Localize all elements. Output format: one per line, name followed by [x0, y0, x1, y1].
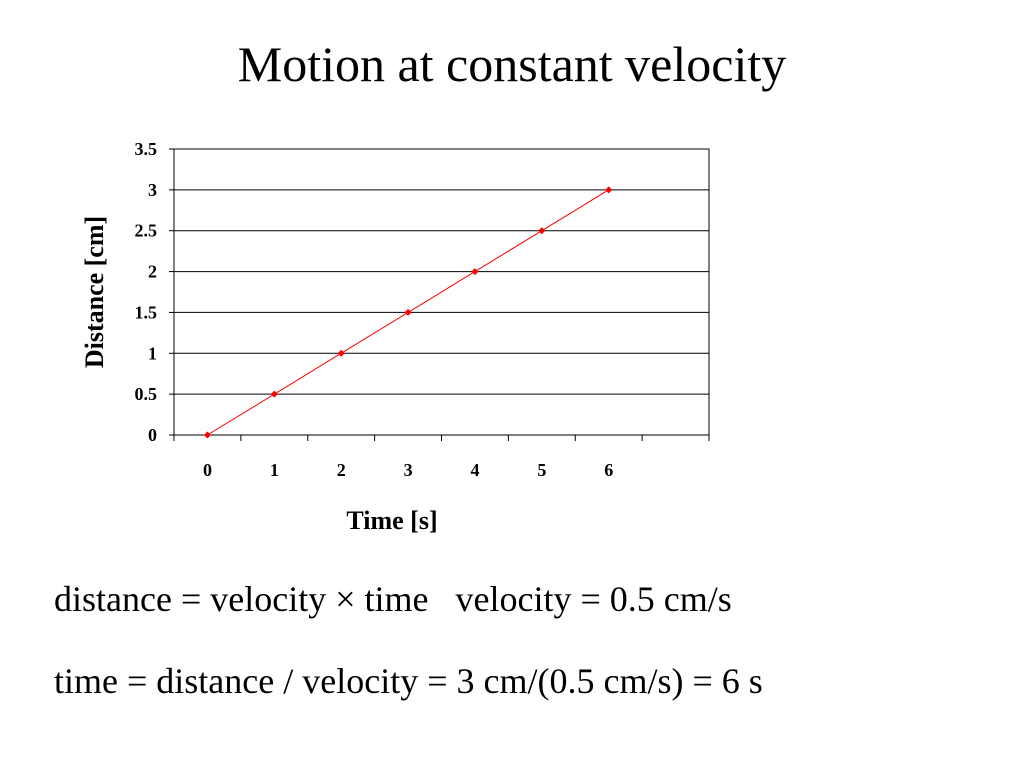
velocity-note: velocity = 0.5 cm/s	[455, 579, 732, 619]
y-axis-title: Distance [cm]	[80, 216, 109, 368]
y-tick-label: 0.5	[135, 384, 158, 404]
y-tick-label: 2.5	[135, 221, 158, 241]
tick-labels: 0 0.5 1 1.5 2 2.5 3 3.5 0 1 2 3 4 5 6	[135, 139, 614, 480]
y-tick-label: 3.5	[135, 139, 158, 159]
chart-svg: 0 0.5 1 1.5 2 2.5 3 3.5 0 1 2 3 4 5 6 Time [s] Distanc…	[80, 139, 710, 535]
x-tick-label: 0	[203, 460, 212, 480]
y-tick-label: 1.5	[135, 302, 158, 322]
chart: 0 0.5 1 1.5 2 2.5 3 3.5 0 1 2 3 4 5 6 Time [s] Distanc…	[80, 139, 710, 535]
data-point	[605, 186, 613, 194]
y-tick-label: 3	[148, 180, 157, 200]
axes	[169, 148, 710, 441]
x-tick-label: 5	[537, 460, 546, 480]
x-tick-label: 4	[470, 460, 479, 480]
slide-title: Motion at constant velocity	[237, 36, 787, 92]
data-point	[270, 390, 278, 398]
x-tick-label: 3	[404, 460, 413, 480]
data-point	[337, 349, 345, 357]
data-point	[538, 227, 546, 235]
x-tick-label: 6	[604, 460, 613, 480]
equation-line-2: time = distance / velocity = 3 cm/(0.5 c…	[54, 659, 763, 703]
distance-equation: distance = velocity × time	[54, 579, 429, 619]
time-equation: time = distance / velocity = 3 cm/(0.5 c…	[54, 661, 763, 701]
data-point	[404, 308, 412, 316]
y-tick-label: 2	[148, 262, 157, 282]
x-axis-title: Time [s]	[346, 506, 437, 535]
y-tick-label: 0	[148, 425, 157, 445]
gridlines	[174, 189, 709, 395]
data-point	[203, 431, 211, 439]
y-tick-label: 1	[148, 343, 157, 363]
x-tick-label: 2	[337, 460, 346, 480]
data-point	[471, 268, 479, 276]
x-tick-label: 1	[270, 460, 279, 480]
series	[203, 186, 613, 439]
equation-line-1: distance = velocity × time velocity = 0.…	[54, 577, 732, 621]
